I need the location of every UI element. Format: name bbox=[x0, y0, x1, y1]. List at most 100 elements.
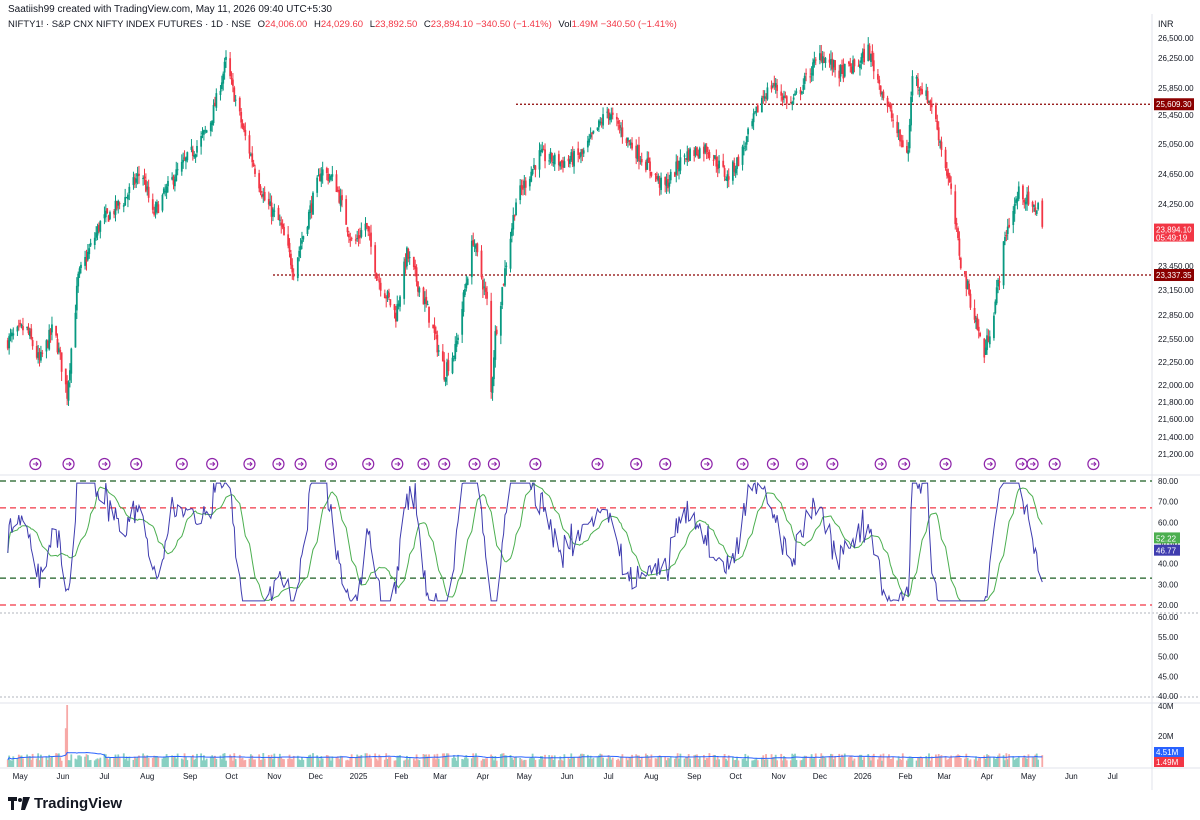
candle-body bbox=[697, 154, 700, 158]
candle-body bbox=[820, 53, 823, 61]
volume-bar bbox=[570, 753, 573, 767]
volume-bar bbox=[182, 759, 185, 767]
volume-bar bbox=[987, 755, 990, 767]
volume-bar bbox=[794, 753, 796, 767]
volume-bar bbox=[117, 754, 120, 767]
volume-bar bbox=[533, 758, 535, 767]
symbol-title[interactable]: NIFTY1! · S&P CNX NIFTY INDEX FUTURES · … bbox=[8, 19, 251, 30]
volume-bar bbox=[85, 754, 88, 767]
candle-body bbox=[722, 160, 725, 167]
volume-bar bbox=[234, 759, 237, 767]
candle-body bbox=[975, 320, 977, 323]
volume-bar bbox=[238, 754, 241, 767]
candle-body bbox=[115, 201, 118, 209]
volume-bar bbox=[118, 756, 121, 767]
candle-body bbox=[495, 329, 498, 334]
volume-bar bbox=[849, 755, 852, 767]
candle-body bbox=[586, 140, 589, 148]
candle-body bbox=[947, 172, 950, 178]
candle-body bbox=[389, 299, 392, 306]
volume-bar bbox=[930, 756, 933, 767]
volume-bar bbox=[292, 755, 295, 767]
candle-body bbox=[377, 279, 379, 281]
candle-body bbox=[646, 158, 649, 170]
candle-body bbox=[559, 162, 562, 167]
candle-body bbox=[658, 178, 661, 188]
volume-bar bbox=[667, 757, 669, 767]
volume-tick-label: 20M bbox=[1158, 732, 1174, 741]
volume-bar bbox=[1016, 757, 1019, 767]
volume-bar bbox=[88, 760, 91, 767]
volume-bar bbox=[240, 758, 243, 767]
candle-body bbox=[841, 66, 843, 68]
candle-body bbox=[785, 96, 788, 104]
candle-body bbox=[573, 151, 575, 167]
volume-bar bbox=[89, 759, 92, 767]
volume-bar bbox=[436, 753, 439, 767]
chart-canvas[interactable]: INR 26,500.00 26,250.00 25,850.00 25,450.00 2… bbox=[0, 0, 1200, 790]
candle-body bbox=[441, 351, 444, 362]
candle-body bbox=[356, 238, 359, 240]
volume-bar bbox=[51, 756, 53, 767]
volume-bar bbox=[258, 754, 261, 767]
candle-body bbox=[733, 162, 736, 172]
candle-body bbox=[328, 177, 331, 179]
candle-body bbox=[292, 273, 295, 277]
candle-body bbox=[470, 240, 473, 278]
volume-bar bbox=[751, 760, 754, 767]
candle-body bbox=[852, 60, 854, 74]
candle-body bbox=[316, 177, 319, 193]
candle-body bbox=[995, 287, 998, 304]
candle-body bbox=[378, 280, 381, 283]
candle-body bbox=[745, 136, 748, 145]
volume-bar bbox=[20, 755, 23, 767]
volume-bar bbox=[28, 756, 31, 767]
volume-bar bbox=[977, 758, 980, 767]
time-axis-label: Sep bbox=[687, 772, 702, 781]
volume-bar bbox=[241, 757, 244, 767]
candle-body bbox=[1013, 204, 1016, 214]
candle-body bbox=[397, 303, 400, 307]
candle-body bbox=[454, 343, 457, 360]
volume-bar bbox=[272, 759, 274, 767]
oscillator-tick-label: 60.00 bbox=[1158, 613, 1179, 622]
candle-body bbox=[821, 56, 824, 64]
volume-bar bbox=[222, 753, 225, 767]
volume-bar bbox=[1037, 759, 1040, 767]
candle-body bbox=[499, 306, 502, 336]
candle-body bbox=[238, 97, 241, 112]
volume-ma-value: 4.51M bbox=[1156, 748, 1179, 757]
candle-body bbox=[222, 73, 225, 84]
candle-body bbox=[888, 104, 890, 107]
volume-bar bbox=[586, 754, 589, 767]
volume-bar bbox=[1026, 758, 1028, 767]
candle-body bbox=[99, 220, 102, 232]
candle-body bbox=[541, 148, 544, 152]
volume-bar bbox=[814, 753, 817, 767]
candle-body bbox=[908, 124, 911, 149]
time-axis-label: Sep bbox=[183, 772, 198, 781]
volume-bar bbox=[658, 755, 661, 767]
candle-body bbox=[339, 196, 342, 206]
volume-bar bbox=[133, 756, 136, 767]
candle-body bbox=[850, 66, 853, 73]
volume-bar bbox=[466, 758, 469, 767]
volume-bar bbox=[437, 758, 440, 767]
candle-body bbox=[828, 59, 831, 63]
candle-body bbox=[756, 105, 759, 113]
volume-bar bbox=[635, 754, 638, 767]
volume-bar bbox=[122, 753, 125, 767]
candle-body bbox=[277, 207, 280, 220]
candle-body bbox=[84, 257, 87, 266]
candle-body bbox=[879, 85, 882, 95]
high-value: 24,029.60 bbox=[320, 19, 364, 30]
candle-body bbox=[664, 177, 667, 185]
volume-bar bbox=[549, 757, 552, 767]
candle-body bbox=[88, 248, 91, 255]
event-arrow-icon bbox=[633, 461, 640, 467]
candle-body bbox=[871, 50, 874, 61]
candle-body bbox=[243, 125, 245, 131]
candle-body bbox=[51, 324, 53, 333]
candle-body bbox=[969, 293, 972, 308]
candle-body bbox=[683, 155, 686, 157]
